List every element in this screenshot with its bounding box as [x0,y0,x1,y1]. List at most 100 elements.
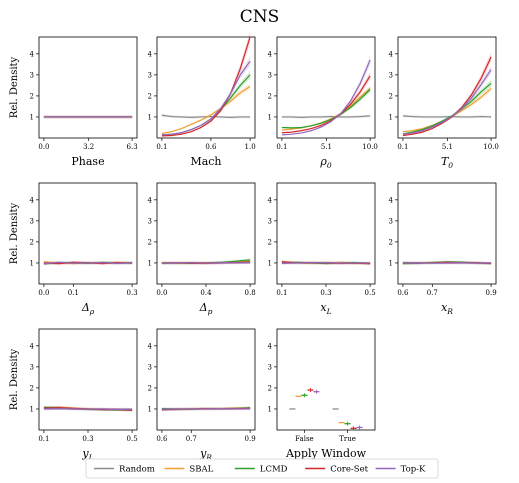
y-tick-label: 1 [389,259,393,267]
series-line-top-k [43,261,133,265]
legend: Random SBAL LCMD Core-Set Top-K [85,458,439,479]
x-tick-label: 0.1 [38,435,49,443]
legend-label: SBAL [189,465,213,475]
x-axis-symbol: x [320,301,327,314]
y-tick-label: 3 [148,217,152,225]
x-axis-symbol: T [441,155,450,168]
y-axis-label: Rel. Density [9,202,20,264]
x-axis-label: yR [199,447,212,462]
x-tick-label: 0.0 [38,143,49,151]
x-axis-subscript: ρ [89,307,95,316]
y-tick-label: 3 [30,363,34,371]
subplot-6: 1 2 3 4 0.0 0.4 0.8 Δp [148,182,256,316]
series-line-random [281,115,371,118]
y-tick-label: 2 [389,238,393,246]
subplot-10: 1 2 3 4 0.6 0.7 0.9 yR [148,328,256,462]
x-axis-label: yL [81,447,93,462]
subplot-9: 1 2 3 4 Rel. Density 0.1 0.3 0.5 yL [9,328,138,462]
y-axis-label: Rel. Density [9,56,20,118]
y-tick-label: 2 [268,238,272,246]
legend-item-sbal: SBAL [164,465,214,475]
x-tick-label: 3.2 [83,143,94,151]
plot-frame [276,36,376,139]
x-tick-label: 0.6 [205,143,217,151]
x-axis-subscript: L [88,453,94,462]
x-axis-subscript: R [205,453,212,462]
y-tick-label: 2 [268,384,272,392]
x-tick-label: 0.3 [320,289,331,297]
subplot-3: 1 2 3 4 0.1 5.1 10.0 ρ0 [268,36,378,170]
series-line-top-k [43,407,133,411]
x-tick-label: 0.1 [397,143,408,151]
x-axis-subscript: p [208,307,213,316]
y-tick-label: 1 [148,405,152,413]
subplot-7: 1 2 3 4 0.1 0.3 0.5 xL [268,182,376,316]
y-tick-label: 2 [268,92,272,100]
y-tick-label: 2 [148,238,152,246]
x-axis-subscript: R [446,307,453,316]
legend-item-core-set: Core-Set [305,465,369,475]
x-tick-label: 5.1 [442,143,453,151]
x-tick-label: 0.5 [365,289,376,297]
legend-item-lcmd: LCMD [234,465,288,475]
y-tick-label: 2 [148,92,152,100]
series-line-top-k [161,408,251,410]
y-tick-label: 4 [268,50,273,58]
legend-label: LCMD [260,465,288,475]
plot-frame [156,182,256,285]
plot-frame [397,182,497,285]
y-tick-label: 2 [389,92,393,100]
y-tick-label: 2 [30,92,34,100]
x-axis-label: Apply Window [285,447,367,460]
y-tick-label: 4 [30,50,35,58]
x-tick-label: 0.9 [486,289,497,297]
figure-title: CNS [240,7,280,27]
x-axis-symbol: Δ [199,301,208,314]
series-line-core-set [281,75,371,134]
legend-item-top-k: Top-K [375,465,426,475]
y-tick-label: 1 [30,405,34,413]
x-axis-symbol: y [81,447,89,460]
y-tick-label: 3 [30,217,34,225]
y-tick-label: 3 [268,217,272,225]
x-axis-label: Phase [71,155,104,168]
subplot-11: 1 2 3 4 False True Apply Window [268,328,376,460]
x-tick-label: 0.7 [186,435,197,443]
confidence-band-lcmd [281,86,371,129]
x-axis-subscript: L [326,307,332,316]
x-tick-label: 5.1 [321,143,332,151]
x-axis-symbol: x [441,301,448,314]
legend-label: Core-Set [330,465,368,475]
y-tick-label: 4 [389,196,394,204]
x-axis-symbol: Δ [81,301,90,314]
x-tick-label: 0.8 [245,289,256,297]
x-axis-subscript: 0 [327,161,332,170]
subplot-2: 1 2 3 4 0.1 0.6 1.0 Mach [148,30,256,168]
y-tick-label: 3 [148,71,152,79]
y-tick-label: 4 [148,196,153,204]
y-tick-label: 1 [30,259,34,267]
y-tick-label: 4 [389,50,394,58]
x-tick-label: 0.3 [127,289,138,297]
x-tick-label: 0.0 [38,289,49,297]
x-tick-label: 6.3 [127,143,138,151]
series-line-top-k [281,261,371,264]
x-tick-label: True [339,435,356,443]
x-tick-label: 0.1 [276,143,287,151]
legend-item-random: Random [94,465,155,475]
series-line-top-k [402,69,492,135]
series-line-core-set [402,56,492,137]
x-tick-label: False [295,435,314,443]
subplot-grid: 1 2 3 4 Rel. Density 0.0 3.2 6.3 Phase 1 2 3 4 0.1 0.6… [9,30,499,462]
y-tick-label: 3 [148,363,152,371]
x-axis-symbol: y [199,447,207,460]
x-tick-label: 10.0 [362,143,378,151]
legend-label: Random [119,465,155,475]
y-tick-label: 3 [268,71,272,79]
y-tick-label: 1 [389,113,393,121]
subplot-8: 1 2 3 4 0.6 0.7 0.9 xR [389,182,497,316]
x-tick-label: 0.5 [127,435,138,443]
x-tick-label: 0.3 [82,435,93,443]
plot-frame [156,328,256,431]
plot-frame [276,328,376,431]
